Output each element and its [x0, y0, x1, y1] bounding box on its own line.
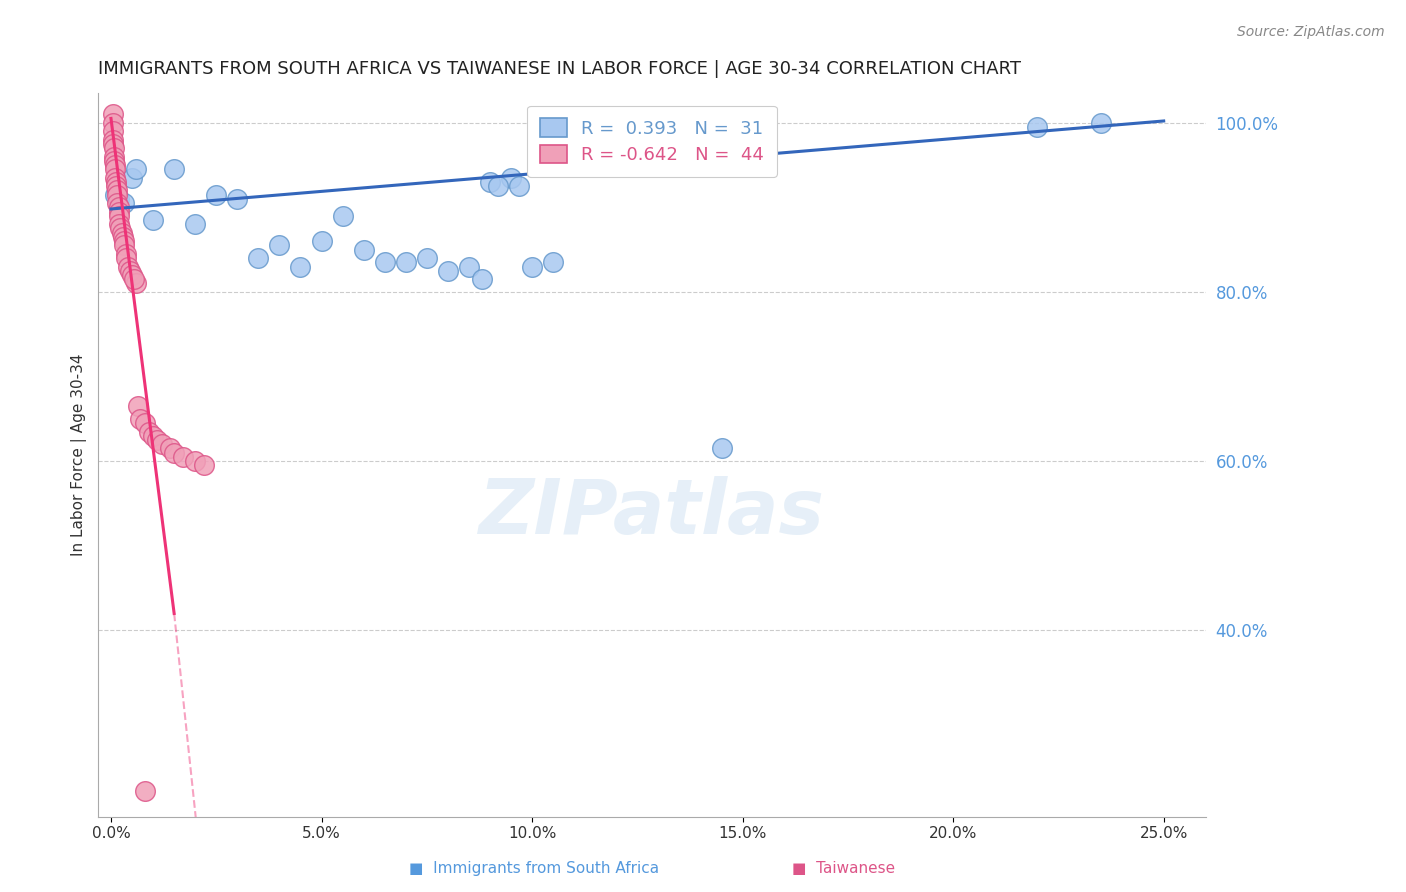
- Point: [104, 162, 127, 177]
- Point: [226, 192, 249, 206]
- Point: [290, 260, 312, 274]
- Point: [247, 251, 270, 265]
- Point: [374, 255, 396, 269]
- Point: [114, 251, 136, 265]
- Point: [710, 442, 733, 456]
- Point: [105, 175, 128, 189]
- Point: [142, 213, 165, 227]
- Point: [101, 132, 124, 146]
- Point: [103, 149, 125, 163]
- Text: Source: ZipAtlas.com: Source: ZipAtlas.com: [1237, 25, 1385, 39]
- Point: [125, 277, 148, 291]
- Point: [134, 784, 156, 798]
- Legend: R =  0.393   N =  31, R = -0.642   N =  44: R = 0.393 N = 31, R = -0.642 N = 44: [527, 105, 778, 177]
- Point: [138, 425, 160, 439]
- Point: [134, 416, 156, 430]
- Point: [416, 251, 439, 265]
- Point: [163, 446, 186, 460]
- Point: [108, 217, 131, 231]
- Point: [122, 272, 145, 286]
- Point: [205, 187, 228, 202]
- Point: [458, 260, 481, 274]
- Point: [470, 272, 492, 286]
- Point: [108, 209, 131, 223]
- Point: [107, 200, 129, 214]
- Point: [112, 234, 135, 248]
- Point: [117, 260, 139, 274]
- Point: [125, 162, 148, 177]
- Point: [193, 458, 215, 473]
- Point: [112, 196, 135, 211]
- Point: [104, 158, 127, 172]
- Point: [101, 136, 124, 151]
- Point: [103, 153, 125, 168]
- Point: [107, 204, 129, 219]
- Point: [104, 170, 127, 185]
- Text: ZIPatlas: ZIPatlas: [479, 475, 825, 549]
- Point: [395, 255, 418, 269]
- Point: [1026, 120, 1049, 134]
- Point: [486, 179, 509, 194]
- Point: [353, 243, 375, 257]
- Point: [111, 230, 134, 244]
- Point: [104, 187, 127, 202]
- Point: [112, 238, 135, 252]
- Text: ■  Taiwanese: ■ Taiwanese: [792, 861, 896, 876]
- Point: [103, 141, 125, 155]
- Point: [121, 268, 143, 282]
- Point: [118, 264, 141, 278]
- Point: [108, 192, 131, 206]
- Point: [114, 247, 136, 261]
- Text: ■  Immigrants from South Africa: ■ Immigrants from South Africa: [409, 861, 659, 876]
- Point: [499, 170, 522, 185]
- Point: [105, 187, 128, 202]
- Point: [332, 209, 354, 223]
- Point: [101, 124, 124, 138]
- Text: IMMIGRANTS FROM SOUTH AFRICA VS TAIWANESE IN LABOR FORCE | AGE 30-34 CORRELATION: IMMIGRANTS FROM SOUTH AFRICA VS TAIWANES…: [98, 60, 1021, 78]
- Point: [101, 116, 124, 130]
- Point: [478, 175, 501, 189]
- Point: [121, 170, 143, 185]
- Point: [184, 217, 207, 231]
- Point: [437, 264, 460, 278]
- Point: [520, 260, 543, 274]
- Point: [508, 179, 530, 194]
- Point: [127, 399, 149, 413]
- Point: [101, 107, 124, 121]
- Point: [110, 226, 132, 240]
- Point: [159, 442, 181, 456]
- Point: [163, 162, 186, 177]
- Y-axis label: In Labor Force | Age 30-34: In Labor Force | Age 30-34: [72, 353, 87, 556]
- Point: [142, 429, 165, 443]
- Point: [110, 221, 132, 235]
- Point: [105, 179, 128, 194]
- Point: [541, 255, 564, 269]
- Point: [129, 412, 152, 426]
- Point: [269, 238, 291, 252]
- Point: [146, 433, 169, 447]
- Point: [105, 183, 128, 197]
- Point: [184, 454, 207, 468]
- Point: [172, 450, 194, 464]
- Point: [311, 234, 333, 248]
- Point: [150, 437, 173, 451]
- Point: [1090, 116, 1112, 130]
- Point: [105, 196, 128, 211]
